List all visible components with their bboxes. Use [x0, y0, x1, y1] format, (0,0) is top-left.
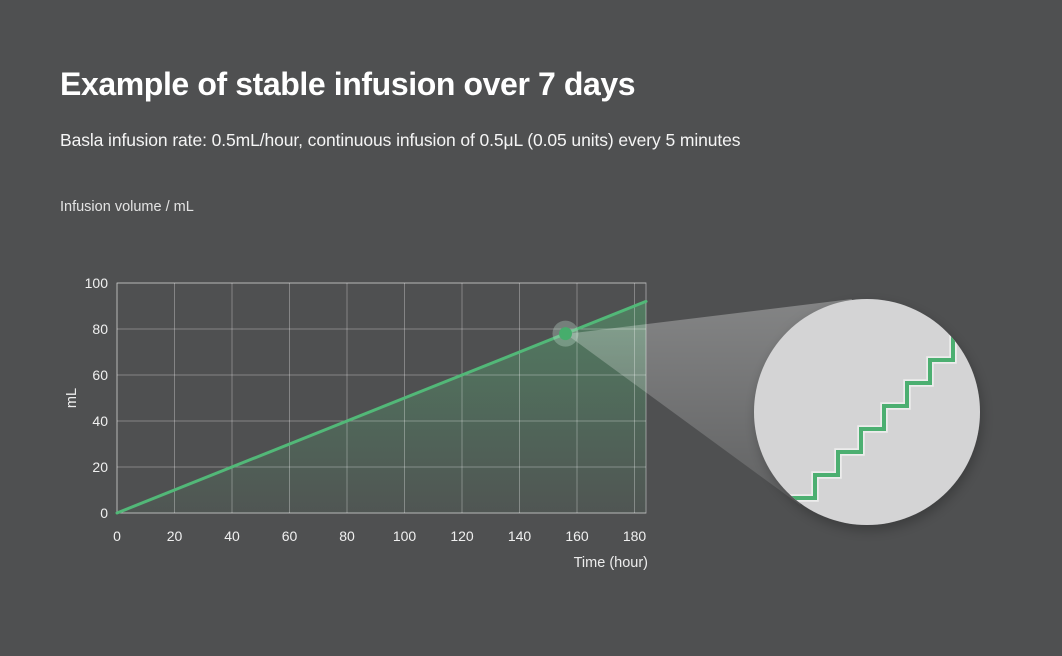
x-tick-label: 0	[113, 528, 121, 544]
x-axis-title: Time (hour)	[574, 555, 648, 571]
step-function-line	[790, 335, 976, 521]
y-tick-label: 0	[100, 505, 108, 521]
plot-border	[116, 282, 647, 514]
x-tick-label: 100	[393, 528, 417, 544]
x-tick-label: 120	[450, 528, 474, 544]
x-tick-label: 80	[339, 528, 355, 544]
infusion-rate-line	[115, 299, 648, 515]
y-tick-label: 80	[92, 321, 108, 337]
y-axis-top-label: Infusion volume / mL	[60, 199, 194, 215]
x-tick-label: 20	[167, 528, 183, 544]
y-tick-label: 60	[92, 367, 108, 383]
y-axis-title: mL	[64, 388, 80, 408]
x-tick-label: 40	[224, 528, 240, 544]
zoom-inset-circle	[754, 299, 980, 525]
x-tick-label: 60	[282, 528, 298, 544]
x-tick-label: 140	[508, 528, 532, 544]
tick-label-layer: 0 20 40 60 80 100 120 140 160 180 0 20 40 60 80 100	[85, 275, 647, 544]
page-title: Example of stable infusion over 7 days	[60, 66, 636, 102]
page-subtitle: Basla infusion rate: 0.5mL/hour, continu…	[60, 130, 741, 150]
grid-layer	[116, 282, 647, 514]
x-tick-label: 180	[623, 528, 647, 544]
y-tick-label: 40	[92, 413, 108, 429]
x-tick-label: 160	[565, 528, 589, 544]
zoom-inset	[754, 299, 980, 525]
y-tick-label: 100	[85, 275, 109, 291]
y-tick-label: 20	[92, 459, 108, 475]
data-point-marker	[559, 327, 572, 341]
